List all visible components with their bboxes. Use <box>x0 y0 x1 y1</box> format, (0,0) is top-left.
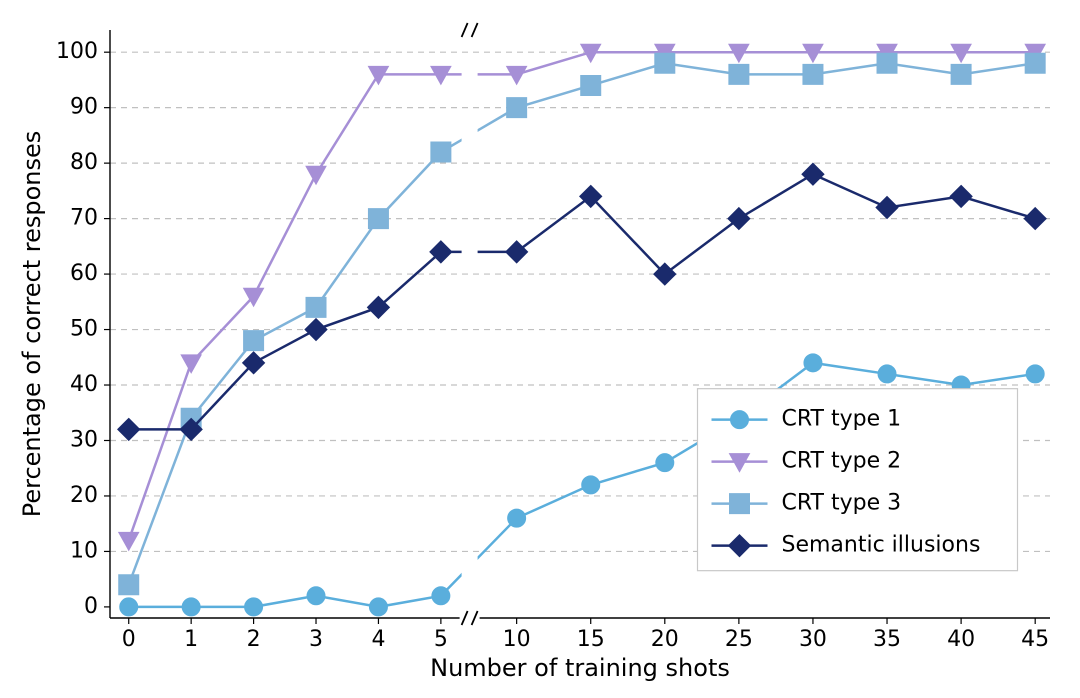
chart-container: 0102030405060708090100012345101520253035… <box>0 0 1080 698</box>
x-tick-label: 2 <box>247 627 261 652</box>
x-tick-label: 15 <box>577 627 605 652</box>
y-tick-label: 90 <box>70 95 98 120</box>
series-marker <box>368 209 388 229</box>
x-tick-label: 3 <box>309 627 323 652</box>
series-marker <box>432 587 450 605</box>
series-marker <box>431 142 451 162</box>
series-marker <box>1025 53 1045 73</box>
series-marker <box>951 64 971 84</box>
series-marker <box>307 587 325 605</box>
series-marker <box>120 598 138 616</box>
legend-label: CRT type 2 <box>782 449 902 474</box>
series-marker <box>507 98 527 118</box>
x-tick-label: 10 <box>503 627 531 652</box>
series-marker <box>244 331 264 351</box>
series-marker <box>119 575 139 595</box>
y-axis-label: Percentage of correct responses <box>18 131 46 518</box>
series-marker <box>245 598 263 616</box>
chart-svg: 0102030405060708090100012345101520253035… <box>0 0 1080 698</box>
y-tick-label: 80 <box>70 150 98 175</box>
y-tick-label: 70 <box>70 206 98 231</box>
series-marker <box>306 297 326 317</box>
series-marker <box>729 64 749 84</box>
legend-label: CRT type 3 <box>782 491 902 516</box>
series-marker <box>804 354 822 372</box>
y-tick-label: 10 <box>70 538 98 563</box>
x-tick-label: 5 <box>434 627 448 652</box>
x-tick-label: 20 <box>651 627 679 652</box>
series-marker <box>582 476 600 494</box>
series-marker <box>1026 365 1044 383</box>
series-marker <box>581 75 601 95</box>
y-tick-label: 30 <box>70 427 98 452</box>
x-tick-label: 1 <box>184 627 198 652</box>
series-marker <box>508 509 526 527</box>
legend: CRT type 1 CRT type 2 CRT type 3 Semantic i… <box>698 389 1018 571</box>
x-tick-label: 35 <box>873 627 901 652</box>
y-tick-label: 0 <box>84 594 98 619</box>
x-axis-label: Number of training shots <box>430 654 730 682</box>
series-marker <box>369 598 387 616</box>
series-marker <box>656 454 674 472</box>
x-tick-label: 40 <box>947 627 975 652</box>
x-tick-label: 45 <box>1021 627 1049 652</box>
legend-label: CRT type 1 <box>782 407 902 432</box>
y-tick-label: 100 <box>56 39 98 64</box>
series-marker <box>803 64 823 84</box>
x-tick-label: 25 <box>725 627 753 652</box>
y-tick-label: 60 <box>70 261 98 286</box>
x-tick-label: 4 <box>371 627 385 652</box>
x-tick-label: 30 <box>799 627 827 652</box>
series-marker <box>877 53 897 73</box>
series-marker <box>878 365 896 383</box>
legend-label: Semantic illusions <box>782 533 981 558</box>
y-tick-label: 50 <box>70 317 98 342</box>
x-tick-label: 0 <box>122 627 136 652</box>
series-marker <box>655 53 675 73</box>
y-tick-label: 40 <box>70 372 98 397</box>
series-marker <box>182 598 200 616</box>
y-tick-label: 20 <box>70 483 98 508</box>
